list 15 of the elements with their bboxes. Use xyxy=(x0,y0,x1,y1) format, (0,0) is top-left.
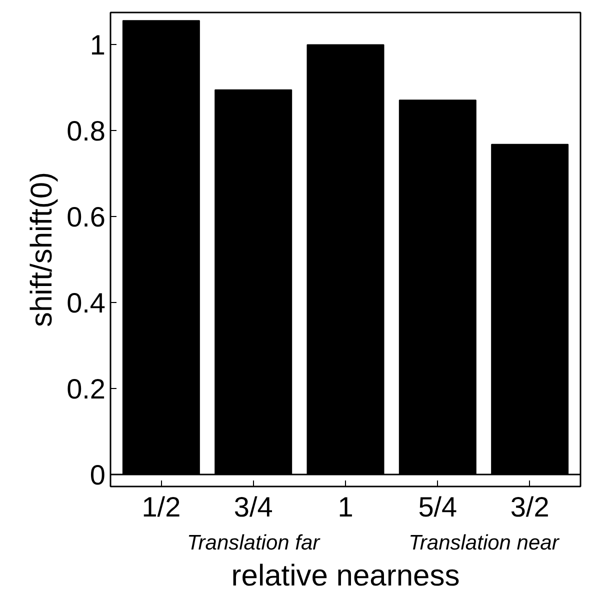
text: Translation far xyxy=(187,532,321,554)
x-axis-title: relative nearness xyxy=(231,560,460,592)
x-tick-label: 5/4 xyxy=(418,492,458,522)
x-tick-label: 1/2 xyxy=(142,492,181,522)
y-tick-label: 0.6 xyxy=(66,202,106,233)
x-tick-label: 3/4 xyxy=(234,492,273,522)
x-tick-label: 1 xyxy=(338,492,354,522)
x-tick-label: 3/2 xyxy=(510,492,550,522)
y-tick-label: 1 xyxy=(90,30,106,61)
text: Translation near xyxy=(408,532,560,554)
y-tick-label: 0.2 xyxy=(66,374,106,405)
y-tick-label: 0.4 xyxy=(66,288,106,319)
y-tick-label: 0 xyxy=(90,459,106,490)
y-axis-title: shift/shift(0) xyxy=(26,172,59,328)
y-tick-label: 0.8 xyxy=(66,116,106,147)
